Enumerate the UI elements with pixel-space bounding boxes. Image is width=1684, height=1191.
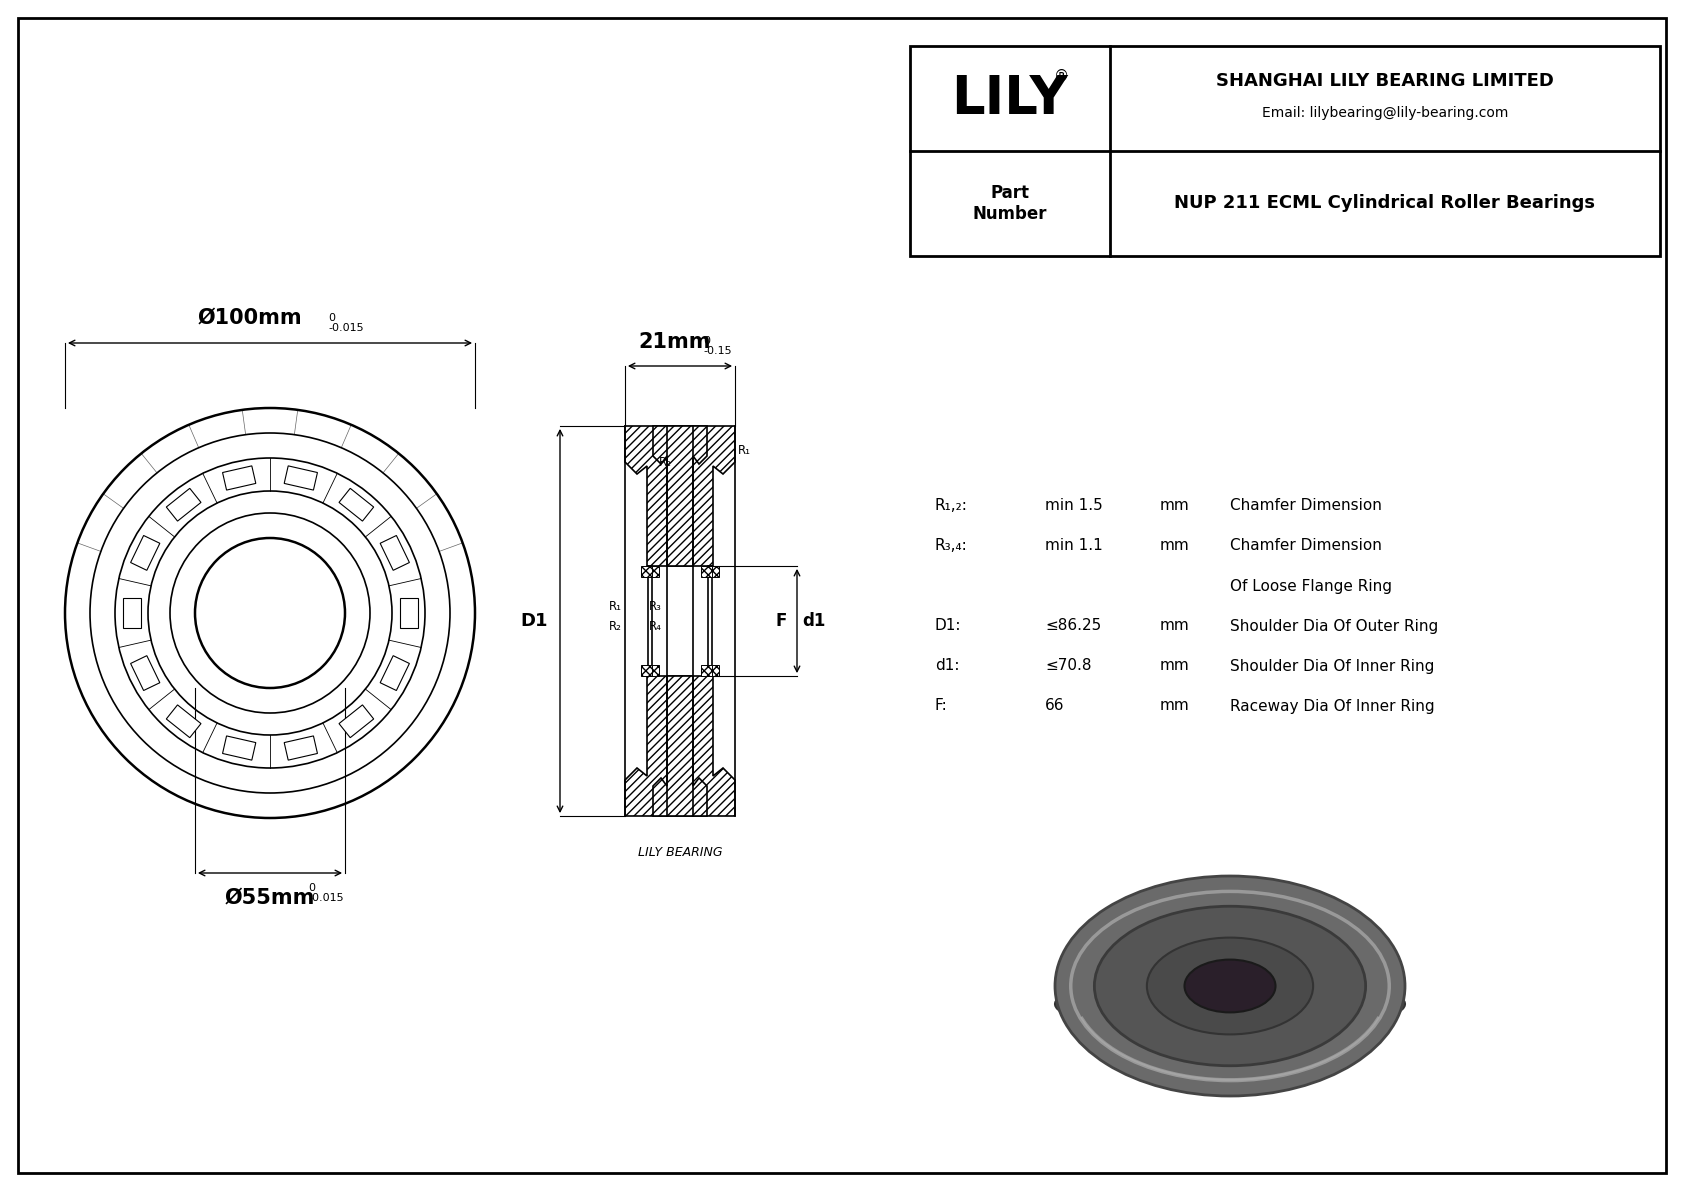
- Text: 0: 0: [702, 336, 711, 347]
- Ellipse shape: [1054, 877, 1404, 1096]
- Text: R₃: R₃: [648, 600, 662, 613]
- Bar: [131, 536, 160, 570]
- Ellipse shape: [1095, 906, 1366, 1066]
- Bar: [642, 665, 652, 676]
- Text: R₁,₂:: R₁,₂:: [935, 499, 968, 513]
- Text: R₁: R₁: [610, 600, 621, 613]
- Text: mm: mm: [1160, 538, 1191, 554]
- Text: mm: mm: [1160, 659, 1191, 673]
- Polygon shape: [625, 676, 734, 816]
- Ellipse shape: [1147, 937, 1314, 1035]
- Text: 66: 66: [1046, 698, 1064, 713]
- Text: SHANGHAI LILY BEARING LIMITED: SHANGHAI LILY BEARING LIMITED: [1216, 71, 1554, 89]
- Ellipse shape: [1184, 960, 1275, 1012]
- Bar: [707, 566, 712, 676]
- Text: Ø100mm: Ø100mm: [197, 308, 303, 328]
- Text: Chamfer Dimension: Chamfer Dimension: [1229, 499, 1383, 513]
- Text: R₁: R₁: [738, 444, 751, 457]
- Bar: [642, 566, 652, 576]
- Text: R₃,₄:: R₃,₄:: [935, 538, 968, 554]
- Bar: [648, 665, 658, 676]
- Text: ®: ®: [1054, 69, 1069, 85]
- Text: d1:: d1:: [935, 659, 960, 673]
- Text: ≤86.25: ≤86.25: [1046, 618, 1101, 634]
- Polygon shape: [653, 426, 707, 566]
- Text: NUP 211 ECML Cylindrical Roller Bearings: NUP 211 ECML Cylindrical Roller Bearings: [1174, 194, 1595, 212]
- Polygon shape: [625, 426, 734, 566]
- Text: Chamfer Dimension: Chamfer Dimension: [1229, 538, 1383, 554]
- Text: Email: lilybearing@lily-bearing.com: Email: lilybearing@lily-bearing.com: [1261, 106, 1509, 119]
- Bar: [701, 665, 712, 676]
- Text: 0: 0: [308, 883, 315, 893]
- Text: R₄: R₄: [648, 619, 662, 632]
- Text: d1: d1: [802, 612, 825, 630]
- Bar: [909, 46, 1660, 256]
- Text: mm: mm: [1160, 618, 1191, 634]
- Bar: [648, 566, 658, 576]
- Bar: [285, 466, 318, 490]
- Text: Of Loose Flange Ring: Of Loose Flange Ring: [1229, 579, 1393, 593]
- Bar: [131, 656, 160, 691]
- Bar: [707, 665, 719, 676]
- Text: LILY BEARING: LILY BEARING: [638, 846, 722, 859]
- Text: F: F: [776, 612, 786, 630]
- Bar: [123, 598, 140, 628]
- Bar: [222, 736, 256, 760]
- Bar: [338, 488, 374, 522]
- Text: min 1.1: min 1.1: [1046, 538, 1103, 554]
- Text: min 1.5: min 1.5: [1046, 499, 1103, 513]
- Text: ≤70.8: ≤70.8: [1046, 659, 1091, 673]
- Bar: [701, 566, 712, 576]
- Text: -0.015: -0.015: [308, 893, 344, 903]
- Polygon shape: [653, 676, 707, 816]
- Bar: [167, 488, 200, 522]
- Text: 0: 0: [328, 313, 335, 323]
- Text: -0.15: -0.15: [702, 347, 731, 356]
- Text: Raceway Dia Of Inner Ring: Raceway Dia Of Inner Ring: [1229, 698, 1435, 713]
- Bar: [338, 705, 374, 737]
- Bar: [381, 536, 409, 570]
- Bar: [648, 566, 652, 676]
- Ellipse shape: [1054, 974, 1404, 1034]
- Bar: [707, 566, 719, 576]
- Text: 21mm: 21mm: [638, 332, 711, 353]
- Bar: [399, 598, 418, 628]
- Text: LILY: LILY: [951, 73, 1068, 125]
- Text: mm: mm: [1160, 499, 1191, 513]
- Text: Part
Number: Part Number: [973, 185, 1047, 223]
- Bar: [167, 705, 200, 737]
- Text: Shoulder Dia Of Outer Ring: Shoulder Dia Of Outer Ring: [1229, 618, 1438, 634]
- Text: Shoulder Dia Of Inner Ring: Shoulder Dia Of Inner Ring: [1229, 659, 1435, 673]
- Text: Ø55mm: Ø55mm: [224, 888, 315, 908]
- Bar: [285, 736, 318, 760]
- Text: D1:: D1:: [935, 618, 962, 634]
- Bar: [381, 656, 409, 691]
- Bar: [222, 466, 256, 490]
- Text: R₂: R₂: [658, 456, 672, 469]
- Text: F:: F:: [935, 698, 948, 713]
- Text: D1: D1: [520, 612, 547, 630]
- Text: mm: mm: [1160, 698, 1191, 713]
- Text: -0.015: -0.015: [328, 323, 364, 333]
- Text: R₂: R₂: [610, 619, 621, 632]
